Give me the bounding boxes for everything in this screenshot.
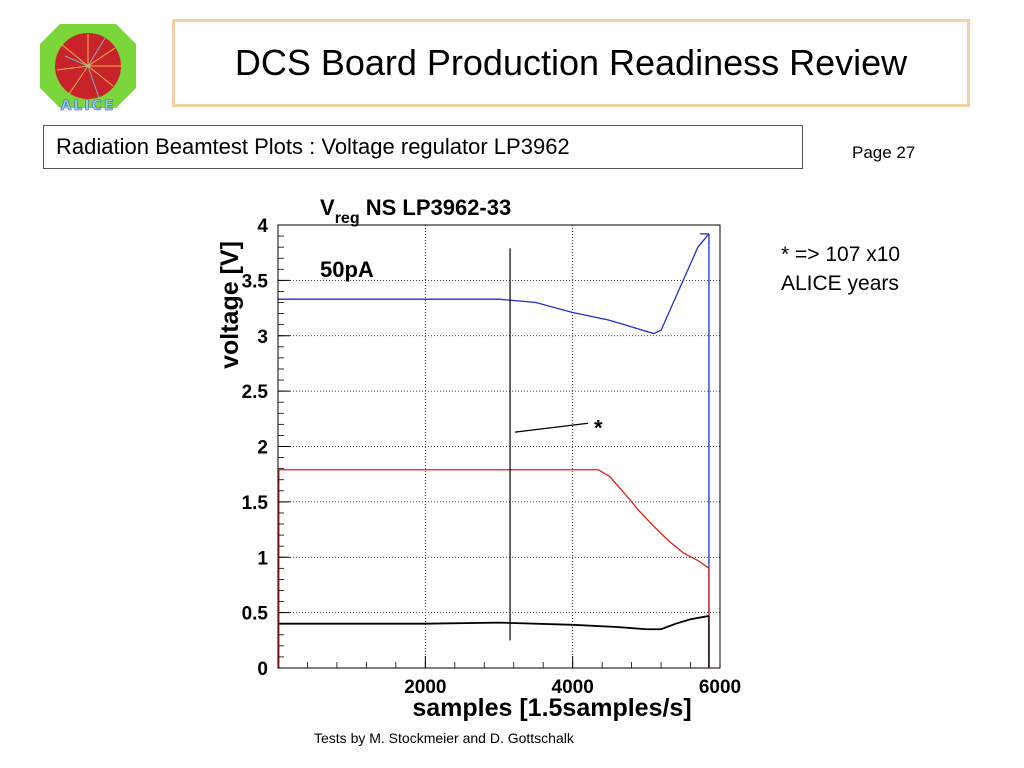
x-tick-label: 2000: [404, 677, 446, 698]
series-line: [278, 233, 710, 335]
subtitle-box: Radiation Beamtest Plots : Voltage regul…: [43, 125, 803, 169]
chart-annotation: 50pA: [320, 257, 374, 282]
labels-layer: 0 0.5 1 1.5 2 2.5 3 3.5 4 2000 4000 6000: [242, 216, 742, 698]
pointer-line: [514, 422, 589, 433]
footer-credit: Tests by M. Stockmeier and D. Gottschalk: [314, 730, 574, 746]
logo-text: ALICE: [61, 98, 116, 114]
y-axis-label: voltage [V]: [216, 241, 244, 369]
series-layer: [278, 233, 710, 668]
y-tick-label: 0: [257, 659, 268, 680]
y-tick-label: 1: [257, 548, 268, 569]
x-tick-label: 6000: [699, 677, 741, 698]
alice-logo: ALICE: [40, 24, 136, 114]
y-tick-label: 2.5: [242, 382, 269, 403]
y-tick-label: 3.5: [242, 271, 269, 292]
note: * => 107 x10 ALICE years: [781, 240, 900, 298]
x-tick-label: 4000: [552, 677, 594, 698]
x-axis-label: samples [1.5samples/s]: [412, 694, 691, 722]
ticks-layer: [277, 224, 721, 669]
page-title: DCS Board Production Readiness Review: [234, 42, 908, 83]
slide-subtitle: Radiation Beamtest Plots : Voltage regul…: [56, 134, 570, 159]
y-tick-label: 4: [257, 216, 268, 237]
grid-layer: [278, 225, 720, 668]
series-line: [278, 615, 710, 631]
chart-title-sub: reg: [335, 210, 360, 227]
chart-title: Vreg NS LP3962-33: [320, 195, 511, 227]
page-number: Page 27: [852, 143, 916, 162]
y-tick-label: 0.5: [242, 604, 269, 625]
logo-tracks-2: [64, 37, 106, 99]
marker-label: *: [594, 415, 603, 440]
logo-tracks: [56, 34, 121, 95]
y-tick-label: 1.5: [242, 493, 269, 514]
chart-title-rest: NS LP3962-33: [360, 195, 512, 220]
chart-title-main: V: [320, 195, 335, 220]
series-line: [278, 469, 710, 569]
y-tick-label: 3: [257, 327, 268, 348]
note-line-2: ALICE years: [781, 272, 899, 295]
note-line-1: * => 107 x10: [781, 243, 901, 266]
y-tick-label: 2: [257, 438, 268, 459]
title-box: DCS Board Production Readiness Review: [172, 19, 970, 107]
